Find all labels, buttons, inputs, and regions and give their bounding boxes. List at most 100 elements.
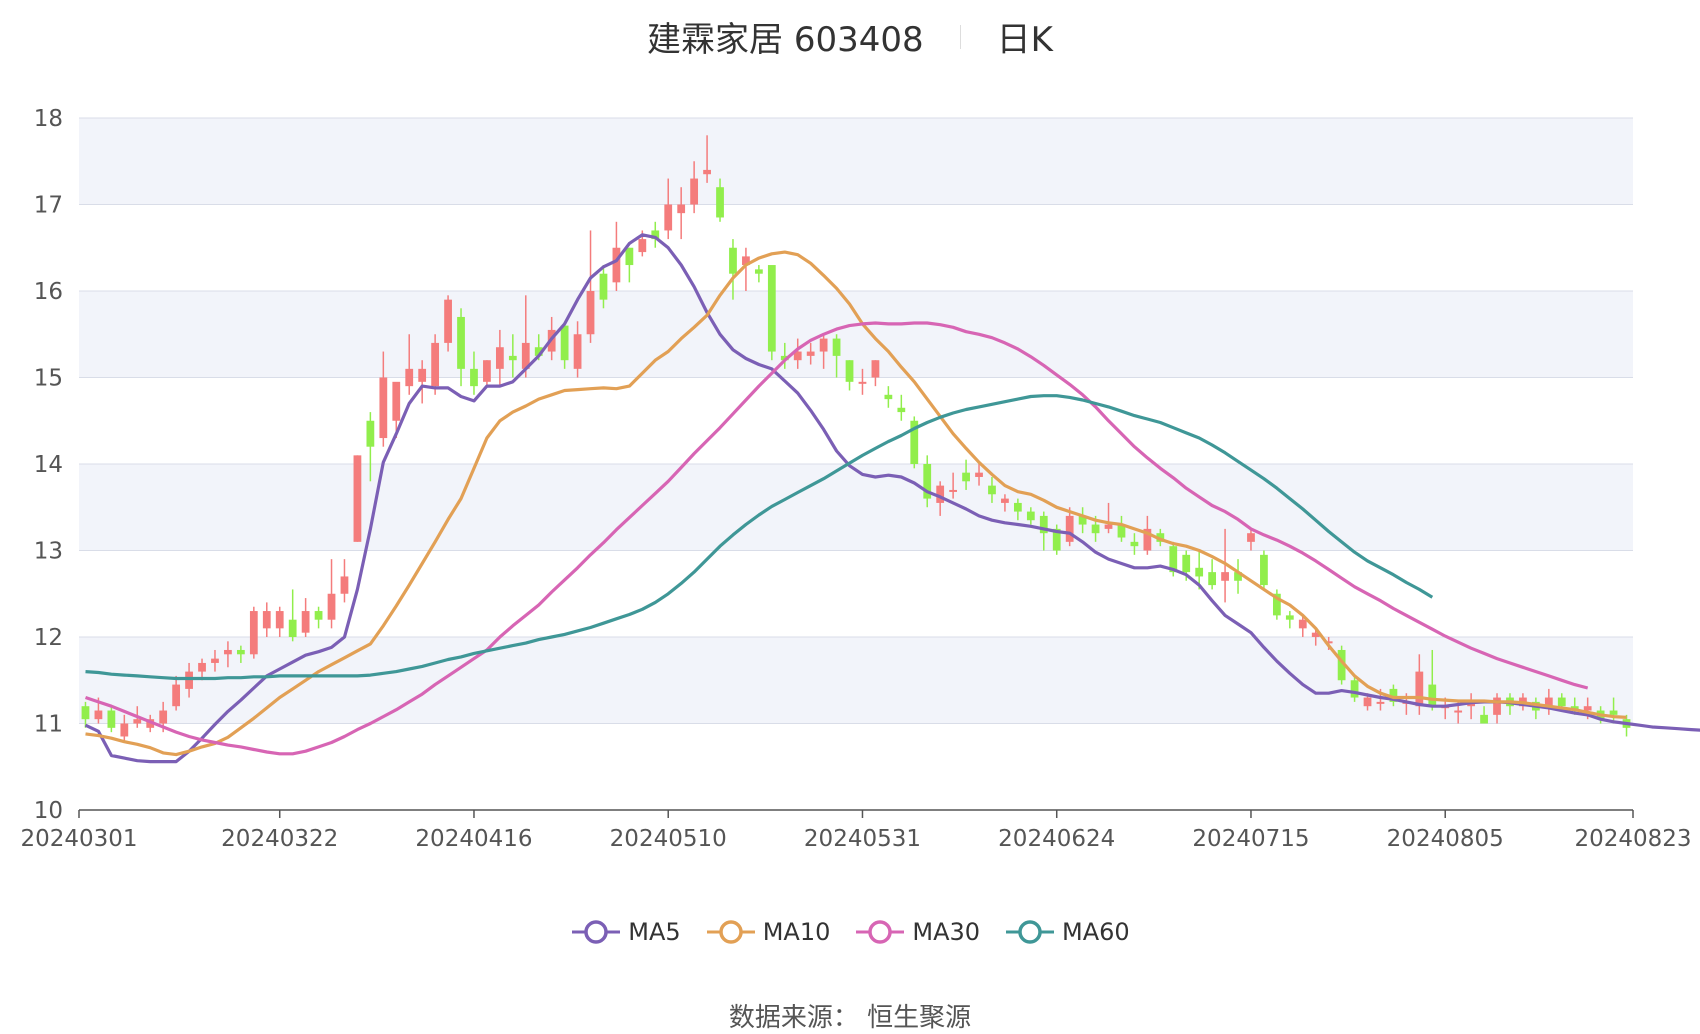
- candle-body: [1389, 688, 1398, 702]
- candle-body: [612, 247, 621, 283]
- legend-item-ma30[interactable]: MA30: [854, 918, 980, 946]
- candle-body: [573, 334, 582, 369]
- candle-body: [1247, 533, 1255, 542]
- candle-body: [897, 407, 906, 413]
- legend-item-ma10[interactable]: MA10: [705, 918, 831, 946]
- candle-body: [560, 325, 569, 361]
- plot-band: [79, 464, 1633, 551]
- legend-item-ma5[interactable]: MA5: [570, 918, 681, 946]
- candle-body: [1013, 502, 1022, 512]
- candle-body: [107, 710, 116, 728]
- candle-body: [845, 360, 854, 382]
- x-tick-label: 20240715: [1192, 826, 1309, 852]
- y-tick-label: 15: [34, 366, 63, 392]
- x-tick-label: 20240531: [804, 826, 921, 852]
- candle-body: [1117, 524, 1126, 538]
- candle-body: [534, 347, 543, 356]
- candle-body: [457, 316, 465, 369]
- y-tick-label: 14: [34, 452, 63, 478]
- legend-marker-icon: [856, 920, 905, 944]
- candle-body: [806, 351, 815, 356]
- legend-item-ma60[interactable]: MA60: [1004, 918, 1130, 946]
- candle-body: [962, 472, 970, 482]
- legend-marker-icon: [706, 920, 755, 944]
- title-divider: [959, 24, 961, 49]
- candle-body: [832, 338, 841, 356]
- candle-body: [314, 611, 323, 620]
- y-tick-label: 12: [34, 625, 63, 651]
- candle-body: [1182, 554, 1191, 573]
- plot-band: [79, 377, 1633, 464]
- candle-body: [1350, 680, 1359, 698]
- y-tick-label: 18: [34, 106, 63, 132]
- x-tick-label: 20240322: [221, 826, 338, 852]
- candle-body: [742, 256, 750, 266]
- candle-body: [120, 723, 129, 737]
- y-tick-label: 13: [34, 539, 63, 565]
- candle-body: [690, 178, 699, 205]
- candle-body: [1493, 697, 1501, 715]
- candle-body: [340, 576, 349, 594]
- candle-body: [405, 368, 414, 387]
- candle-body: [975, 472, 983, 477]
- candle-body: [625, 247, 634, 266]
- candle-body: [1272, 593, 1281, 616]
- candle-body: [1156, 533, 1165, 542]
- candle-body: [1039, 515, 1048, 534]
- x-tick-label: 20240416: [415, 826, 532, 852]
- legend-label: MA5: [628, 918, 681, 946]
- chart-legend: MA5 MA10 MA30 MA60: [0, 918, 1700, 951]
- candle-body: [664, 204, 673, 231]
- x-tick-label: 20240301: [20, 826, 137, 852]
- candle-body: [651, 230, 660, 240]
- y-tick-label: 17: [34, 193, 63, 219]
- x-tick-label: 20240624: [998, 826, 1115, 852]
- candle-body: [1298, 619, 1307, 629]
- candle-body: [1363, 697, 1372, 707]
- legend-label: MA10: [762, 918, 831, 946]
- candle-body: [483, 360, 491, 382]
- legend-marker-icon: [572, 920, 621, 944]
- candlestick-chart: 10 11 12 13 14 15 16 17 18 20240301 20240322 202404…: [20, 106, 1700, 852]
- source-value: 恒生聚源: [867, 1003, 972, 1033]
- candle-body: [793, 351, 802, 361]
- candle-body: [586, 291, 595, 335]
- candle-body: [1001, 498, 1009, 503]
- candle-body: [910, 420, 919, 464]
- candle-body: [198, 662, 206, 672]
- candle-body: [703, 169, 711, 175]
- candle-body: [236, 649, 245, 655]
- candle-body: [262, 611, 271, 629]
- candle-body: [1221, 572, 1229, 581]
- chart-subtitle: 日K: [996, 20, 1053, 60]
- candle-body: [1260, 554, 1268, 586]
- candle-body: [1583, 706, 1592, 711]
- plot-band: [79, 118, 1633, 205]
- legend-label: MA60: [1062, 918, 1130, 946]
- candle-body: [1324, 641, 1333, 644]
- candle-body: [159, 710, 168, 724]
- candle-body: [1337, 649, 1346, 681]
- y-tick-label: 10: [34, 798, 63, 824]
- candle-body: [1195, 567, 1204, 577]
- y-tick-label: 16: [34, 279, 63, 305]
- candle-body: [1208, 572, 1217, 586]
- candle-body: [1052, 528, 1061, 551]
- y-tick-label: 11: [34, 712, 63, 738]
- source-label: 数据来源：: [728, 1003, 859, 1033]
- candle-body: [172, 684, 181, 707]
- candle-body: [1078, 515, 1087, 525]
- candle-body: [94, 710, 103, 720]
- x-tick-label: 20240805: [1387, 826, 1504, 852]
- candle-body: [1026, 511, 1035, 521]
- plot-band: [79, 723, 1633, 810]
- plot-band: [79, 204, 1633, 291]
- candle-body: [366, 420, 375, 447]
- candle-body: [1091, 524, 1100, 534]
- ma-line-ma10: [85, 250, 1627, 757]
- candle-body: [638, 239, 647, 253]
- candle-body: [754, 269, 763, 274]
- candle-body: [871, 360, 880, 378]
- plot-band: [79, 291, 1633, 378]
